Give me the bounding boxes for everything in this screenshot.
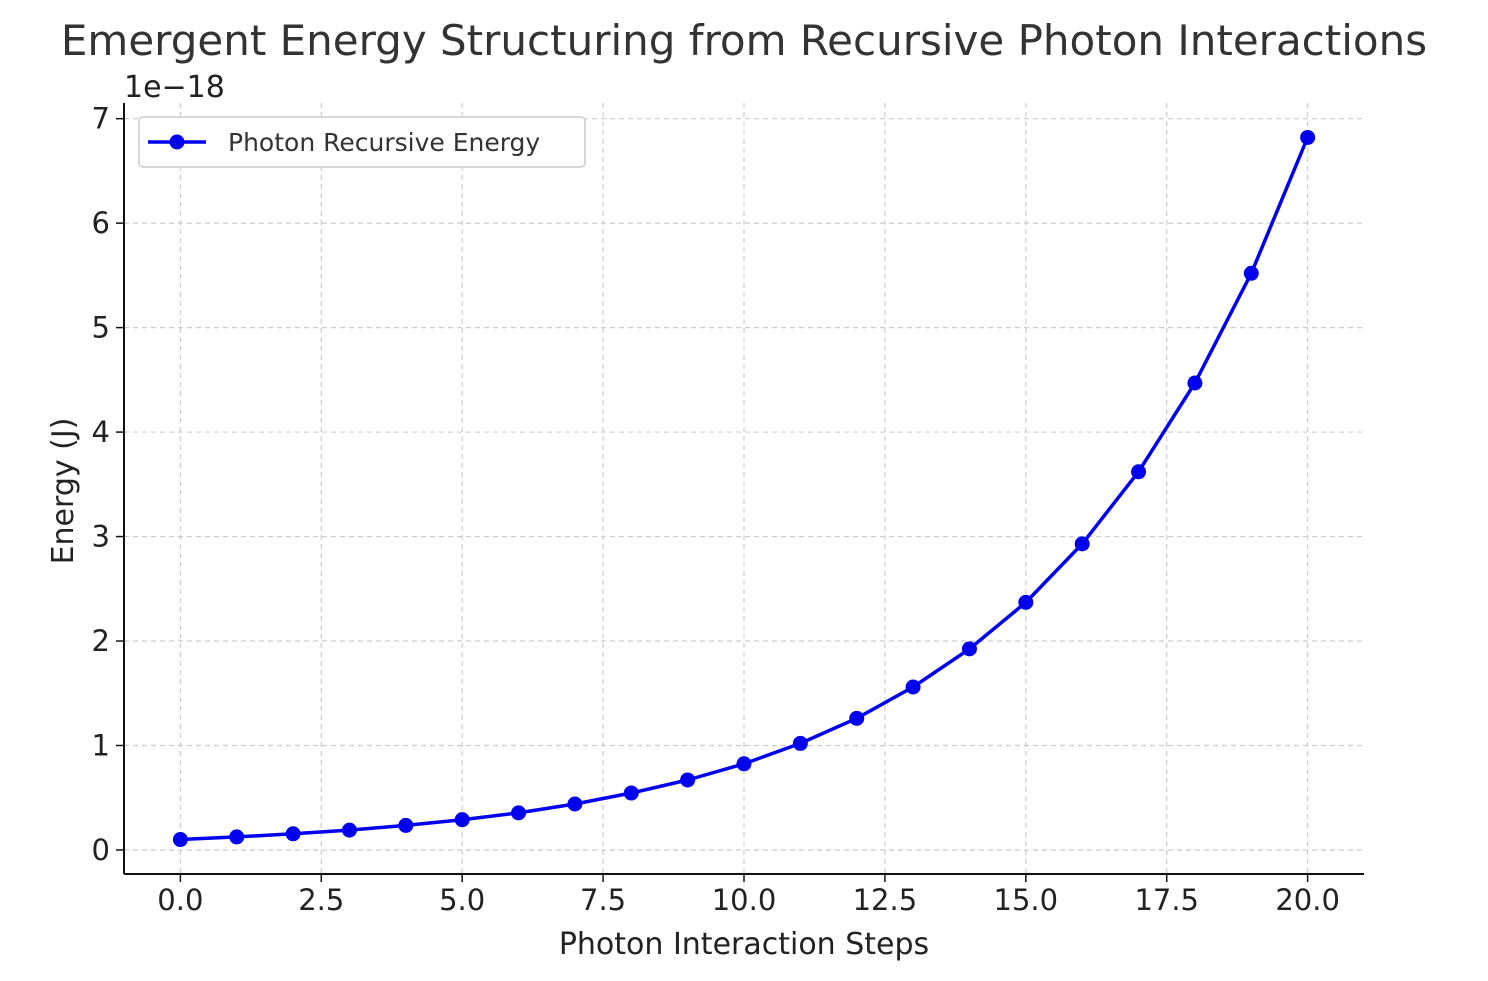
x-tick-label: 17.5: [1134, 883, 1199, 917]
x-tick-label: 15.0: [994, 883, 1059, 917]
y-tick-label: 0: [92, 833, 110, 867]
y-tick-label: 3: [92, 520, 110, 554]
data-point: [623, 785, 639, 801]
data-point: [172, 832, 188, 848]
y-tick-label: 4: [92, 415, 110, 449]
data-point: [1300, 129, 1316, 145]
series-layer: [172, 129, 1316, 848]
y-tick-label: 5: [92, 311, 110, 345]
legend-label: Photon Recursive Energy: [228, 128, 540, 157]
y-axis-label: Energy (J): [46, 418, 81, 565]
data-point: [1187, 375, 1203, 391]
x-tick-label: 10.0: [712, 883, 777, 917]
grid: [124, 103, 1364, 874]
data-point: [736, 756, 752, 772]
x-tick-label: 0.0: [157, 883, 203, 917]
x-tick-label: 2.5: [298, 883, 344, 917]
y-axis-ticks: 0 1 2 3 4 5 6 7: [92, 102, 124, 867]
y-tick-label: 1: [92, 729, 110, 763]
data-point: [511, 805, 527, 821]
data-point: [229, 829, 245, 845]
x-tick-label: 5.0: [439, 883, 485, 917]
x-tick-label: 7.5: [580, 883, 626, 917]
data-point: [285, 826, 301, 842]
x-axis-label: Photon Interaction Steps: [559, 927, 929, 962]
y-offset-label: 1e−18: [124, 70, 225, 105]
data-point: [1074, 536, 1090, 552]
data-point: [1131, 464, 1147, 480]
data-point: [680, 772, 696, 788]
data-point: [454, 812, 470, 828]
legend: Photon Recursive Energy: [138, 116, 586, 168]
data-point: [905, 679, 921, 695]
data-point: [1018, 594, 1034, 610]
data-point: [341, 822, 357, 838]
data-point: [849, 710, 865, 726]
x-tick-label: 20.0: [1275, 883, 1340, 917]
y-tick-label: 6: [92, 206, 110, 240]
chart-title: Emergent Energy Structuring from Recursi…: [61, 16, 1427, 65]
data-point: [1243, 265, 1259, 281]
data-point: [398, 817, 414, 833]
data-point: [961, 641, 977, 657]
legend-box: [138, 116, 586, 168]
legend-marker-swatch: [169, 134, 185, 150]
x-axis-ticks: 0.0 2.5 5.0 7.5 10.0 12.5 15.0 17.5 20.0: [157, 874, 1340, 917]
data-point: [567, 796, 583, 812]
x-tick-label: 12.5: [853, 883, 918, 917]
data-point: [792, 735, 808, 751]
y-tick-label: 7: [92, 102, 110, 136]
y-tick-label: 2: [92, 624, 110, 658]
